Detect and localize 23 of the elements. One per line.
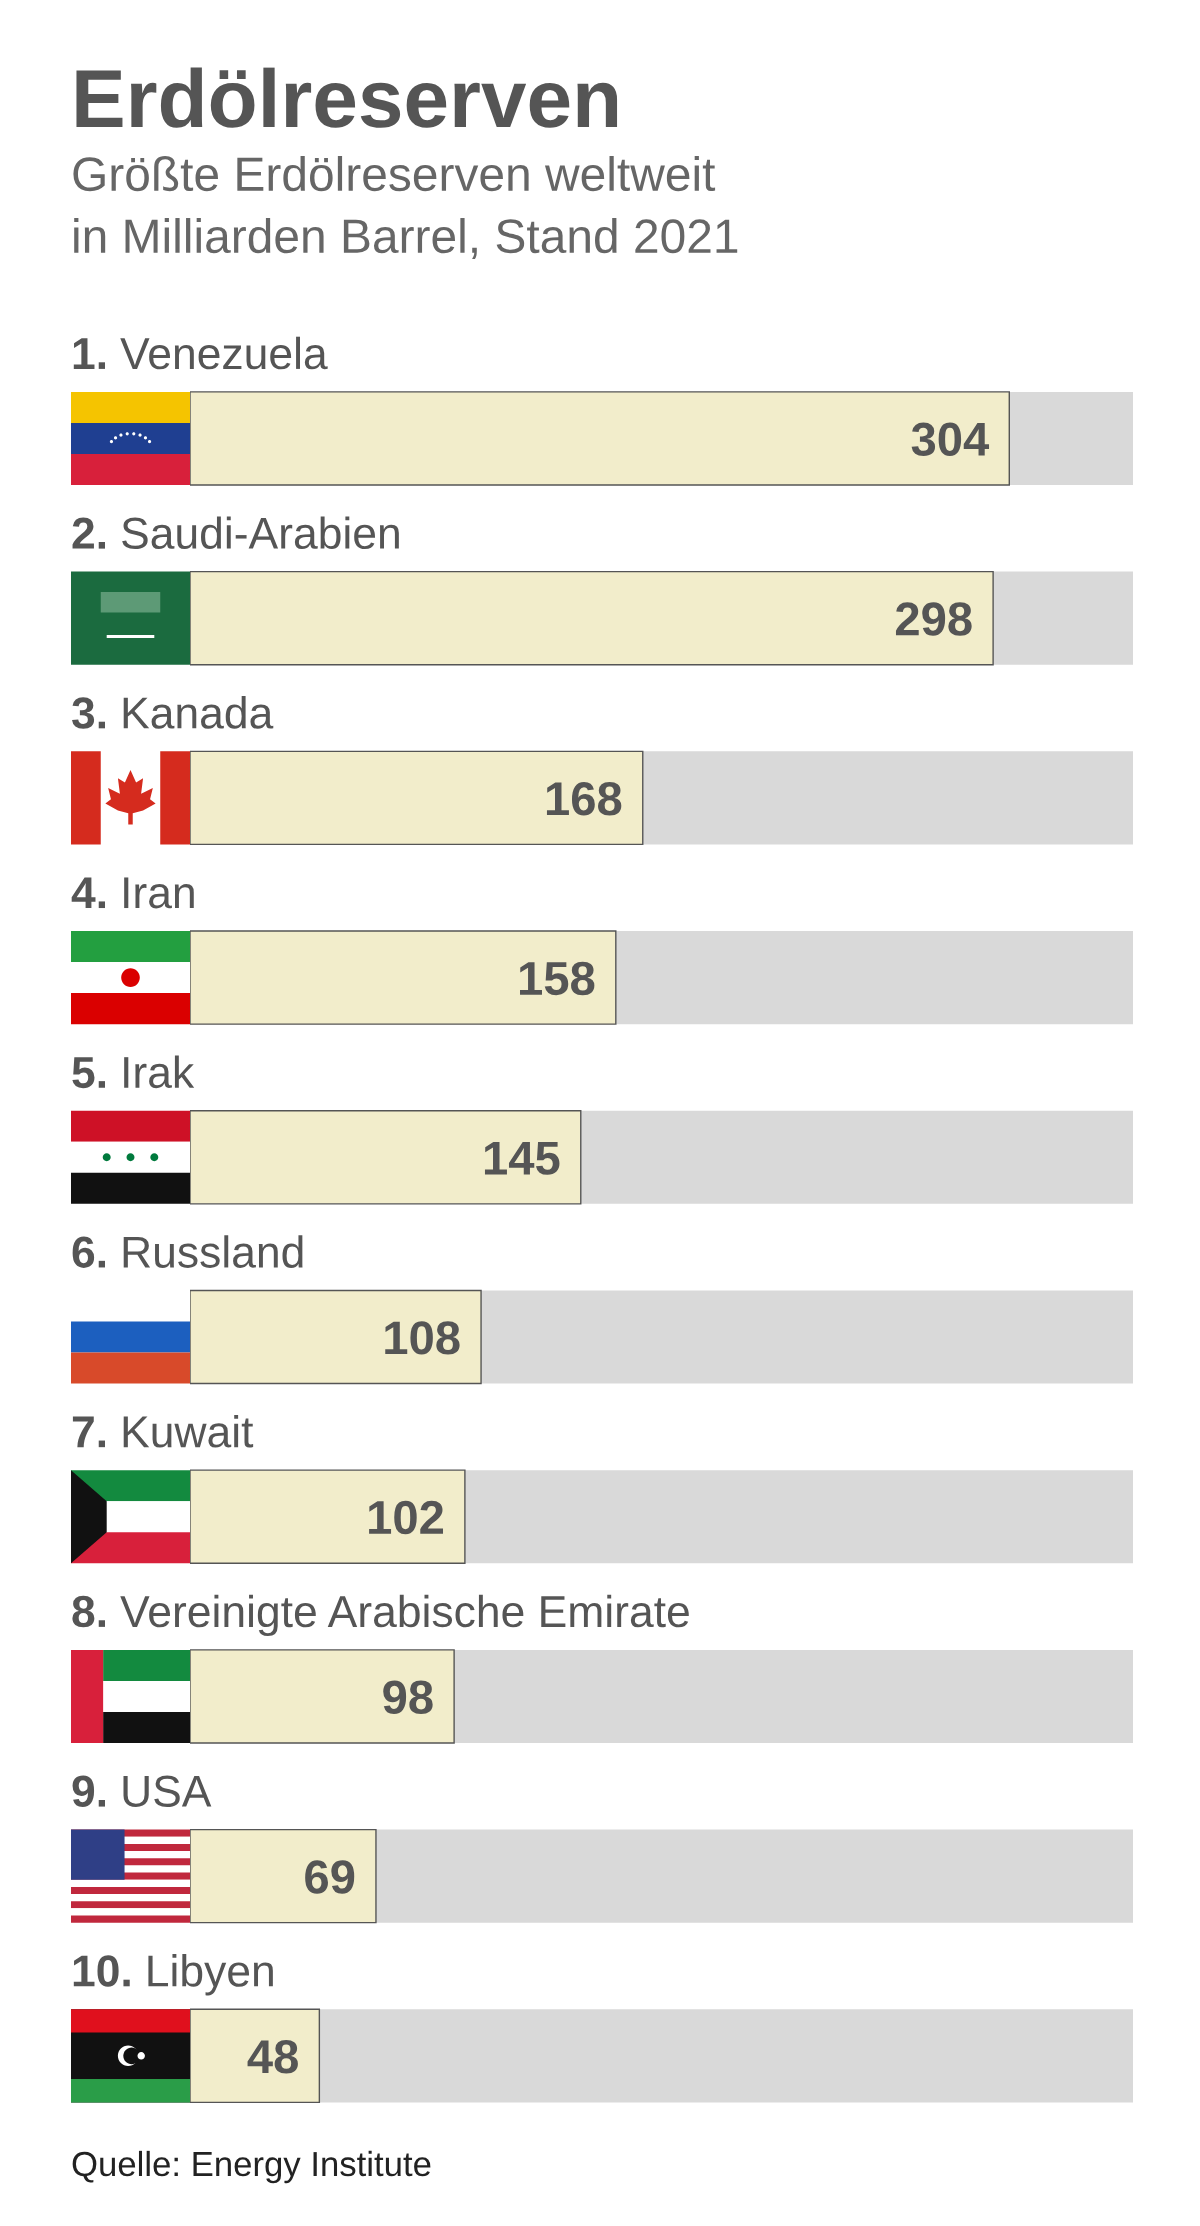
y-tick-label: 9. USA — [72, 1775, 212, 1808]
y-tick-label: 6. Russland — [72, 1235, 303, 1268]
data-label: 102 — [369, 1500, 444, 1535]
y-tick-label: 3. Kanada — [72, 696, 274, 729]
y-tick-label: 2. Saudi-Arabien — [72, 516, 399, 550]
data-label: 298 — [895, 602, 972, 636]
chart-subtitle: Größte Erdölreserven weltweit in Milliarden Barrel, Stand 2021 — [73, 156, 738, 259]
data-label: 69 — [305, 1860, 355, 1894]
chart-title: Erdölreserven — [76, 67, 618, 128]
y-tick-label: 4. Iran — [71, 877, 194, 909]
data-label: 158 — [520, 961, 595, 996]
source-note: Quelle: Energy Institute — [72, 2150, 431, 2184]
data-label: 108 — [385, 1321, 460, 1355]
data-label: 98 — [383, 1680, 433, 1714]
y-tick-label: 10. Libyen — [73, 1954, 273, 1996]
data-label: 304 — [911, 422, 990, 457]
y-tick-label: 7. Kuwait — [72, 1414, 254, 1448]
data-label: 168 — [546, 782, 622, 816]
data-label: 48 — [247, 2039, 298, 2074]
y-tick-label: 1. Venezuela — [73, 336, 328, 370]
data-label: 145 — [484, 1141, 560, 1175]
y-tick-label: 5. Irak — [72, 1055, 195, 1089]
y-tick-label: 8. Vereinigte Arabische Emirate — [72, 1594, 689, 1637]
